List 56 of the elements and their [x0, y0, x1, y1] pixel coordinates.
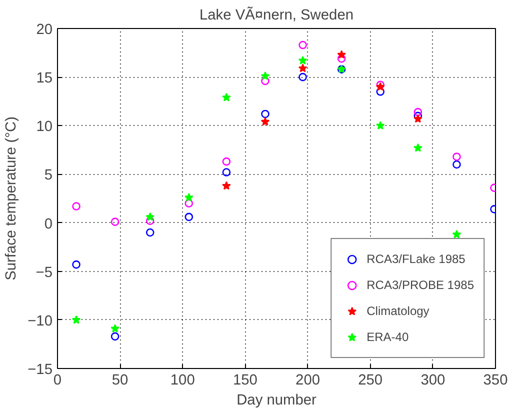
point [222, 168, 231, 176]
point [337, 50, 346, 59]
point [146, 228, 154, 237]
x-tick-label: 50 [112, 372, 128, 388]
x-axis-title: Day number [236, 392, 317, 408]
point [184, 212, 194, 222]
point [184, 192, 194, 202]
point [260, 71, 270, 80]
point [261, 110, 270, 118]
x-tick-label: 300 [420, 372, 446, 388]
y-tick-label: 20 [36, 22, 53, 38]
point [298, 72, 307, 82]
y-tick-label: 10 [36, 119, 53, 136]
point [298, 40, 307, 50]
point [298, 56, 308, 64]
point [260, 117, 270, 126]
x-tick-label: 200 [296, 372, 320, 388]
y-tick-label: 15 [36, 70, 53, 87]
point [413, 114, 422, 123]
point [261, 76, 270, 86]
x-tick-label: 350 [483, 372, 508, 388]
point [184, 199, 194, 208]
point [414, 108, 422, 116]
point [146, 216, 154, 225]
legend-label: RCA3/FLake 1985 [366, 252, 466, 266]
x-tick-label: 250 [358, 372, 383, 388]
legend-label: Climatology [366, 304, 430, 318]
y-tick-label: −15 [28, 362, 53, 378]
point [452, 160, 461, 169]
point [72, 260, 80, 269]
point [337, 54, 346, 63]
point [413, 143, 422, 152]
point [452, 230, 462, 238]
point [222, 181, 231, 190]
point [222, 157, 231, 166]
point [110, 218, 120, 226]
y-tick-label: −5 [36, 264, 53, 281]
point [452, 152, 461, 161]
legend-label: RCA3/PROBE 1985 [366, 278, 474, 292]
y-axis-title: Surface temperature (°C) [4, 116, 20, 280]
point [146, 212, 155, 221]
point [72, 202, 80, 210]
y-tick-label: 5 [44, 168, 53, 184]
point [376, 120, 385, 130]
legend-label: ERA-40 [366, 330, 409, 344]
y-tick-label: −10 [28, 313, 53, 330]
point [376, 88, 385, 96]
point [110, 332, 120, 341]
x-tick-label: 100 [170, 372, 195, 388]
point [222, 92, 231, 102]
point [110, 324, 120, 333]
chart-title: Lake VÃ¤nern, Sweden [200, 6, 354, 24]
y-tick-label: 0 [44, 216, 53, 232]
x-tick-label: 150 [232, 372, 258, 388]
point [72, 315, 81, 324]
point [298, 64, 308, 72]
